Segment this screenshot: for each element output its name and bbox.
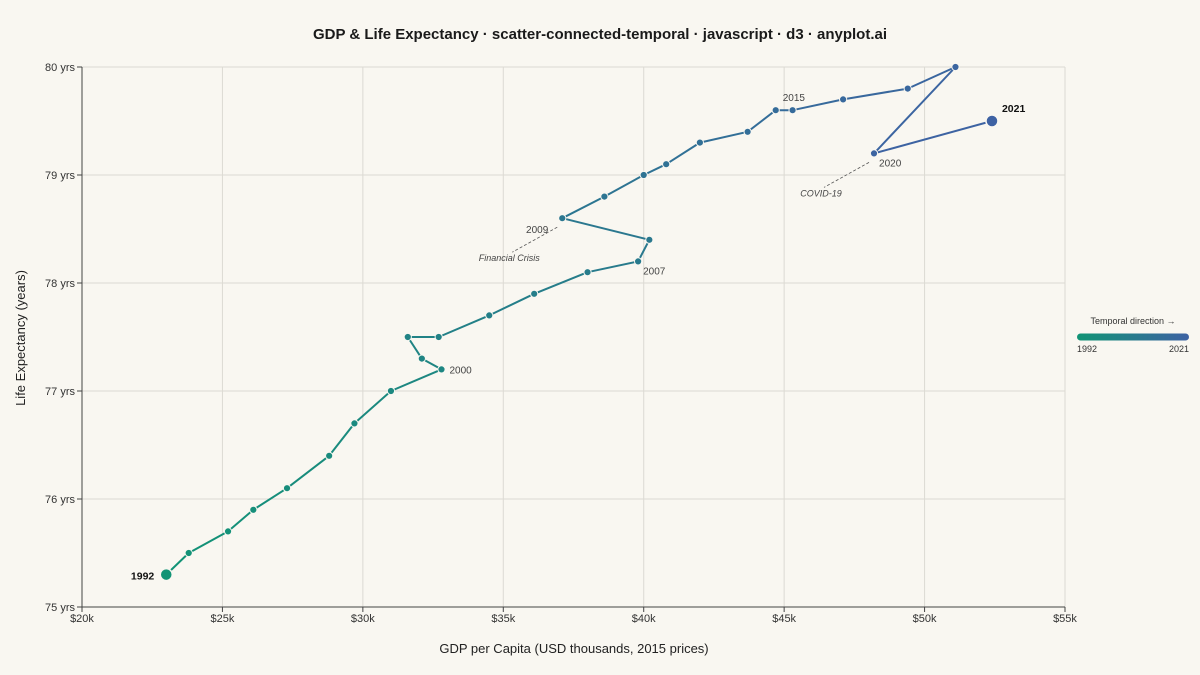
path-segment [227, 508, 255, 533]
legend-start-label: 1992 [1077, 344, 1097, 354]
y-tick-label: 79 yrs [45, 170, 75, 182]
year-label-2020: 2020 [879, 158, 902, 169]
annotation-label: COVID-19 [800, 188, 842, 198]
x-tick-label: $55k [1053, 613, 1077, 625]
path-segment [842, 87, 909, 101]
year-label-2007: 2007 [643, 266, 666, 277]
data-point-2020 [869, 149, 879, 158]
path-segment [488, 292, 536, 317]
data-point-2005 [530, 289, 539, 298]
data-point-2018 [903, 84, 912, 93]
x-tick-label: $40k [632, 613, 656, 625]
x-tick-label: $35k [491, 613, 515, 625]
grid [81, 66, 1066, 608]
y-tick-label: 80 yrs [45, 62, 75, 74]
year-labels: 2000 2007 2009 2015 2020 1992 2021 [131, 93, 1026, 582]
y-axis-ticks: 75 yrs 76 yrs 77 yrs 78 yrs 79 yrs 80 yrs [45, 62, 82, 614]
path-segment [603, 174, 645, 198]
path-segment [873, 66, 957, 155]
x-tick-label: $50k [913, 613, 937, 625]
x-tick-label: $45k [772, 613, 796, 625]
data-point-2000 [437, 365, 446, 374]
path-segment [389, 368, 443, 392]
data-point-1998 [350, 419, 359, 428]
path-segment [561, 195, 606, 220]
y-tick-label: 76 yrs [45, 494, 75, 506]
x-tick-label: $20k [70, 613, 94, 625]
legend: Temporal direction → 1992 2021 [1077, 316, 1189, 354]
y-tick-label: 75 yrs [45, 602, 75, 614]
path-segment [698, 130, 749, 144]
event-annotations: Financial Crisis COVID-19 [479, 162, 870, 263]
x-tick-label: $30k [351, 613, 375, 625]
data-point-1995 [249, 505, 258, 514]
data-point-2014 [743, 127, 752, 136]
data-point-2007 [633, 257, 643, 266]
data-point-1999 [386, 386, 396, 396]
annotation-label: Financial Crisis [479, 253, 541, 263]
data-point-2003 [434, 332, 443, 342]
data-point-1994 [223, 527, 233, 536]
data-point-2012 [662, 160, 671, 169]
data-point-1997 [325, 451, 334, 460]
data-point-1996 [282, 484, 292, 493]
data-point-2008 [645, 235, 654, 244]
path-segment [437, 314, 491, 338]
y-tick-label: 77 yrs [45, 386, 75, 398]
data-point-2009 [558, 214, 567, 223]
year-label-2009: 2009 [526, 225, 549, 236]
y-axis-label: Life Expectancy (years) [13, 270, 28, 406]
data-point-2021 [985, 114, 999, 128]
year-label-2015: 2015 [783, 93, 806, 104]
chart-title: GDP & Life Expectancy · scatter-connecte… [313, 26, 887, 43]
data-point-1992 [159, 567, 174, 582]
x-tick-label: $25k [210, 613, 234, 625]
data-point-2006 [583, 268, 592, 277]
path-segment [406, 336, 423, 360]
data-point-2016 [788, 106, 797, 115]
path-segment [586, 260, 640, 274]
y-tick-label: 78 yrs [45, 278, 75, 290]
path-segment [252, 487, 289, 511]
path-segment [328, 422, 356, 457]
data-point-2015 [771, 106, 780, 115]
legend-title: Temporal direction → [1090, 316, 1175, 326]
year-label-2000: 2000 [449, 365, 472, 376]
x-axis-label: GDP per Capita (USD thousands, 2015 pric… [439, 641, 708, 656]
legend-gradient-bar [1077, 333, 1189, 341]
data-point-2004 [485, 311, 494, 320]
data-point-2011 [639, 170, 648, 180]
legend-end-label: 2021 [1169, 344, 1189, 354]
path-segment [642, 163, 668, 176]
data-point-2001 [417, 354, 426, 363]
path-segment [353, 390, 392, 425]
path-segment [561, 217, 651, 241]
path-segment [533, 271, 589, 295]
connecting-path [165, 66, 993, 576]
annotation-leader [512, 226, 558, 253]
data-points [159, 62, 999, 582]
path-segment [791, 98, 845, 112]
path-segment [665, 141, 701, 166]
data-point-2019 [951, 62, 960, 72]
end-label-1992: 1992 [131, 571, 155, 583]
annotation-leader [823, 162, 870, 188]
axes [81, 67, 1065, 608]
x-axis-ticks: $20k $25k $30k $35k $40k $45k $50k $55k [70, 607, 1077, 625]
data-point-2017 [839, 95, 848, 104]
data-point-2002 [403, 332, 412, 342]
path-segment [187, 530, 230, 554]
path-segment [873, 120, 993, 155]
data-point-1993 [184, 548, 193, 558]
data-point-2010 [600, 192, 609, 201]
end-label-2021: 2021 [1002, 103, 1026, 115]
data-point-2013 [695, 138, 704, 147]
path-segment [286, 454, 331, 490]
path-segment [746, 109, 777, 133]
path-segment [906, 66, 957, 90]
